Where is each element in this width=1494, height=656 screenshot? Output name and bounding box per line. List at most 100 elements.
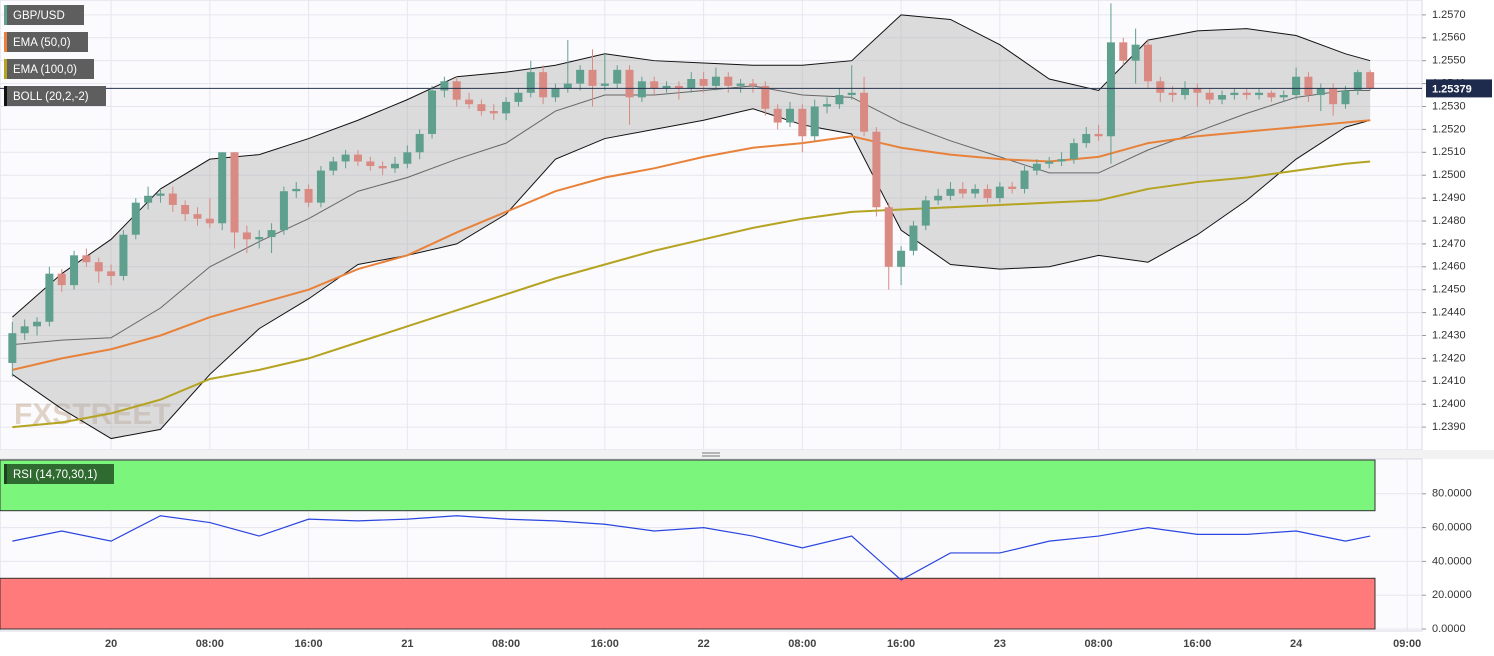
candle-body xyxy=(45,273,54,322)
candle-body xyxy=(637,81,646,98)
ema-line xyxy=(12,160,1371,429)
legend-swatch xyxy=(4,86,7,106)
candle-body xyxy=(1156,81,1165,93)
candle-body xyxy=(1181,88,1189,96)
candle-body xyxy=(1267,92,1276,98)
candle-body xyxy=(1316,88,1325,96)
candle-body xyxy=(847,92,856,96)
overlay: 20 08:00 16:00 21 08:00 16:00 22 08:00 16:00 23 08… xyxy=(4,5,1492,650)
candle-body xyxy=(1366,72,1375,89)
x-tick-label: 08:00 xyxy=(196,638,224,650)
candle-body xyxy=(761,85,770,109)
candle-body xyxy=(662,85,671,89)
candle-body xyxy=(70,255,79,286)
candle-body xyxy=(576,69,585,84)
candle-body xyxy=(489,111,498,114)
candle-body xyxy=(798,108,807,137)
legend-box xyxy=(4,5,84,25)
legend-swatch xyxy=(4,464,7,484)
legend-box xyxy=(4,59,94,79)
y-tick-label: 1.2420 xyxy=(1432,352,1466,364)
candle-body xyxy=(1119,42,1128,61)
legend-label: EMA (100,0) xyxy=(13,64,77,76)
legend-label: RSI (14,70,30,1) xyxy=(13,469,98,481)
y-tick-label: 1.2480 xyxy=(1432,215,1466,227)
y-tick-label: 1.2500 xyxy=(1432,169,1466,181)
y-tick-label: 1.2390 xyxy=(1432,421,1466,433)
candle-body xyxy=(316,170,325,203)
y-tick-label: 0.0000 xyxy=(1432,623,1466,635)
legend-swatch xyxy=(4,59,7,79)
candle-body xyxy=(699,79,708,86)
candle-body xyxy=(687,79,696,89)
legend-box xyxy=(4,464,114,484)
candle-body xyxy=(181,204,190,215)
band-upper xyxy=(12,14,1371,318)
ema-line xyxy=(12,119,1371,371)
y-tick-label: 40.0000 xyxy=(1432,555,1472,567)
y-tick-label: 1.2410 xyxy=(1432,375,1466,387)
candle-body xyxy=(1279,95,1288,98)
legend-swatch xyxy=(4,5,7,25)
y-tick-label: 1.2460 xyxy=(1432,261,1466,273)
candle-body xyxy=(773,108,782,123)
candle-body xyxy=(107,271,116,276)
candle-body xyxy=(119,234,128,276)
candle-body xyxy=(1329,88,1338,105)
candle-body xyxy=(415,133,424,153)
candle-body xyxy=(242,232,251,240)
x-tick-label: 08:00 xyxy=(788,638,816,650)
last-price-label: 1.25379 xyxy=(1432,83,1472,95)
y-tick-label: 1.2400 xyxy=(1432,398,1466,410)
candle-body xyxy=(1082,133,1091,144)
candle-body xyxy=(218,152,227,224)
candle-body xyxy=(8,333,17,363)
candle-body xyxy=(1218,95,1227,100)
candle-body xyxy=(1143,44,1152,82)
y-tick-label: 1.2490 xyxy=(1432,192,1466,204)
y-tick-label: 1.2440 xyxy=(1432,307,1466,319)
candle-body xyxy=(1341,90,1350,105)
legend-swatch xyxy=(4,32,7,52)
overbought-zone xyxy=(0,459,1376,512)
candle-body xyxy=(1304,76,1313,96)
x-tick-label: 16:00 xyxy=(1183,638,1211,650)
candle-body xyxy=(958,188,967,194)
candle-body xyxy=(786,108,794,123)
y-tick-label: 1.2430 xyxy=(1432,329,1466,341)
legend-box xyxy=(4,32,88,52)
oversold-zone xyxy=(0,577,1376,630)
candle-body xyxy=(1205,92,1214,100)
candle-body xyxy=(600,83,609,86)
candle-body xyxy=(921,200,930,226)
rsi-line xyxy=(12,515,1371,581)
candle-body xyxy=(736,83,745,86)
candle-body xyxy=(1242,92,1251,96)
candle-body xyxy=(1008,186,1017,189)
candle-body xyxy=(292,188,301,192)
candle-body xyxy=(428,90,437,134)
candle-body xyxy=(452,81,461,100)
candle-body xyxy=(230,152,239,233)
candle-body xyxy=(1106,42,1115,137)
candle-body xyxy=(995,186,1004,199)
candle-body xyxy=(1069,143,1078,160)
candle-body xyxy=(810,106,819,137)
x-tick-label: 08:00 xyxy=(1085,638,1113,650)
candle-body xyxy=(1020,170,1029,189)
candle-body xyxy=(539,72,548,98)
candle-body xyxy=(613,69,622,84)
candle-body xyxy=(724,76,733,86)
y-tick-label: 1.2560 xyxy=(1432,32,1466,44)
candle-body xyxy=(1131,44,1140,61)
y-tick-label: 1.2530 xyxy=(1432,100,1466,112)
x-tick-label: 24 xyxy=(1290,638,1303,650)
candle-body xyxy=(748,83,757,86)
candle-body xyxy=(650,81,659,89)
candle-body xyxy=(674,85,683,89)
candle-body xyxy=(304,188,313,203)
legend-label: EMA (50,0) xyxy=(13,37,71,49)
candle-body xyxy=(1193,88,1202,93)
candle-body xyxy=(465,99,474,105)
